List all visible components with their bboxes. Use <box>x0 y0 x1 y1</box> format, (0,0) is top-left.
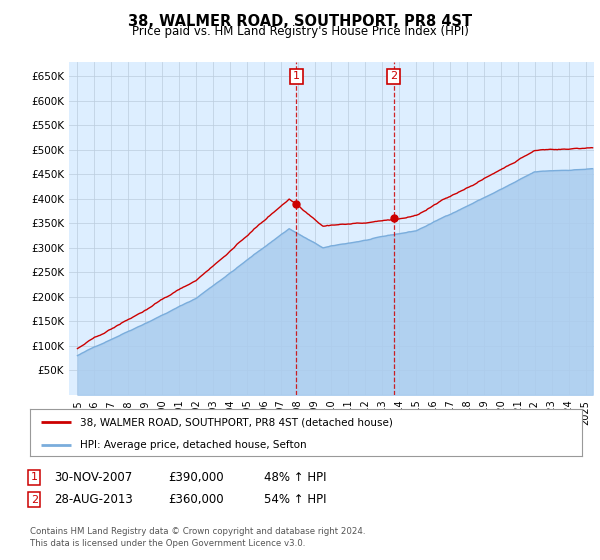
Text: 48% ↑ HPI: 48% ↑ HPI <box>264 470 326 484</box>
Text: 38, WALMER ROAD, SOUTHPORT, PR8 4ST: 38, WALMER ROAD, SOUTHPORT, PR8 4ST <box>128 14 472 29</box>
Text: 54% ↑ HPI: 54% ↑ HPI <box>264 493 326 506</box>
Text: This data is licensed under the Open Government Licence v3.0.: This data is licensed under the Open Gov… <box>30 539 305 548</box>
Text: Contains HM Land Registry data © Crown copyright and database right 2024.: Contains HM Land Registry data © Crown c… <box>30 528 365 536</box>
Text: £390,000: £390,000 <box>168 470 224 484</box>
Text: Price paid vs. HM Land Registry's House Price Index (HPI): Price paid vs. HM Land Registry's House … <box>131 25 469 38</box>
Text: 1: 1 <box>31 472 38 482</box>
Text: 28-AUG-2013: 28-AUG-2013 <box>54 493 133 506</box>
Text: 2: 2 <box>390 71 397 81</box>
Text: 2: 2 <box>31 494 38 505</box>
Text: 30-NOV-2007: 30-NOV-2007 <box>54 470 132 484</box>
Text: HPI: Average price, detached house, Sefton: HPI: Average price, detached house, Seft… <box>80 440 307 450</box>
Text: 1: 1 <box>293 71 300 81</box>
Text: 38, WALMER ROAD, SOUTHPORT, PR8 4ST (detached house): 38, WALMER ROAD, SOUTHPORT, PR8 4ST (det… <box>80 417 392 427</box>
Text: £360,000: £360,000 <box>168 493 224 506</box>
